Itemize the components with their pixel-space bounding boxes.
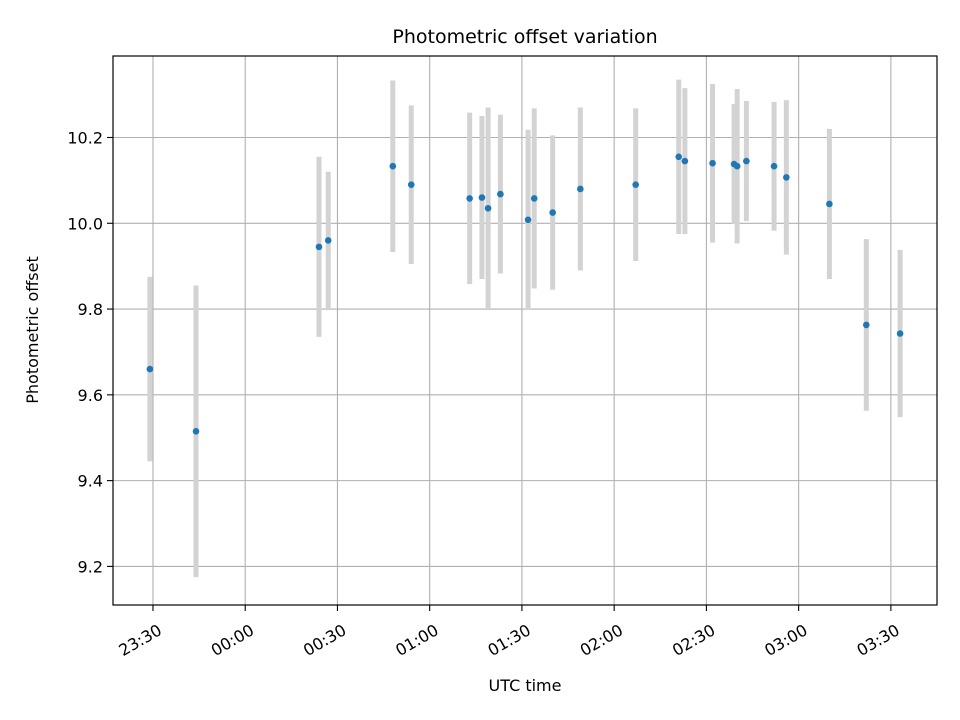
y-tick-label: 9.4 [78, 472, 103, 491]
data-point [324, 237, 332, 244]
data-point [478, 194, 486, 201]
data-point [896, 330, 904, 337]
data-point [733, 162, 741, 170]
y-tick-label: 9.2 [78, 557, 103, 576]
data-point [709, 159, 716, 167]
y-tick-label: 10.0 [67, 214, 103, 233]
data-point [675, 153, 683, 161]
data-point [530, 195, 538, 202]
data-point [389, 162, 397, 170]
data-point [466, 195, 473, 202]
data-point [577, 185, 584, 193]
chart-title: Photometric offset variation [392, 26, 657, 48]
data-point [146, 365, 154, 373]
data-point [681, 157, 689, 165]
plot-frame [112, 55, 938, 606]
data-point [484, 204, 492, 212]
data-point [315, 243, 323, 251]
data-point [407, 181, 415, 188]
data-point [632, 181, 639, 188]
y-tick-label: 9.6 [78, 386, 103, 405]
data-point [826, 200, 833, 208]
y-tick-label: 9.8 [78, 300, 103, 319]
data-point [783, 174, 790, 181]
data-point [524, 216, 532, 224]
data-point [743, 157, 750, 165]
data-point [497, 190, 504, 198]
data-point [770, 162, 778, 170]
data-point [862, 321, 870, 329]
y-tick-label: 10.2 [67, 128, 103, 147]
data-points [146, 153, 904, 435]
y-axis-ticks: 9.2 9.4 9.6 9.8 10.0 10.2 [67, 128, 113, 576]
y-axis-label: Photometric offset [23, 256, 42, 404]
x-axis-label: UTC time [489, 676, 562, 695]
data-point [192, 427, 200, 435]
data-point [549, 209, 556, 216]
grid [113, 56, 937, 605]
